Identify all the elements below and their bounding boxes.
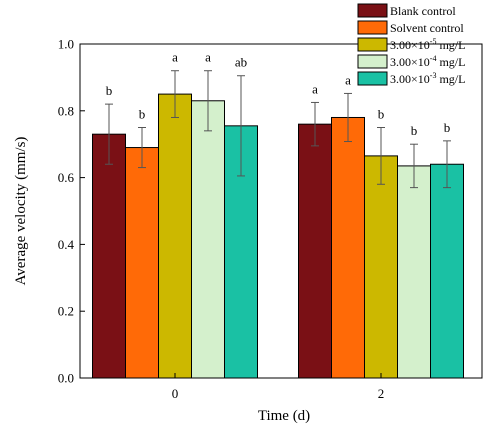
y-axis-title: Average velocity (mm/s) bbox=[13, 137, 29, 286]
legend-label-part: 3.00×10 bbox=[390, 55, 430, 69]
legend-label-part: 3.00×10 bbox=[390, 72, 430, 86]
bar bbox=[158, 93, 192, 379]
y-tick-label: 0.6 bbox=[58, 170, 75, 185]
x-tick-label: 2 bbox=[378, 386, 385, 401]
legend-label-part: -3 bbox=[430, 71, 437, 80]
legend-swatch bbox=[357, 71, 388, 86]
significance-letter: a bbox=[172, 50, 178, 65]
legend-label-part: mg/L bbox=[436, 38, 465, 52]
bar bbox=[92, 133, 126, 379]
legend-label: Solvent control bbox=[390, 21, 464, 35]
y-tick-label: 0.4 bbox=[58, 237, 75, 252]
significance-letter: b bbox=[444, 120, 451, 135]
bar bbox=[430, 163, 464, 379]
legend-label: 3.00×10-3 mg/L bbox=[390, 71, 465, 86]
y-tick-label: 0.2 bbox=[58, 304, 74, 319]
error-bars-layer bbox=[105, 70, 451, 189]
plot-frame bbox=[79, 43, 483, 379]
y-tick-label: 1.0 bbox=[58, 37, 74, 52]
legend-label-part: 3.00×10 bbox=[390, 38, 430, 52]
bars-layer bbox=[92, 93, 464, 379]
bar bbox=[364, 155, 398, 379]
legend-label-part: -5 bbox=[430, 37, 437, 46]
legend-label: 3.00×10-5 mg/L bbox=[390, 37, 465, 52]
significance-letter: b bbox=[139, 107, 146, 122]
x-tick-label: 0 bbox=[172, 386, 179, 401]
significance-letter: b bbox=[378, 107, 385, 122]
legend-swatch bbox=[357, 3, 388, 18]
significance-letter: a bbox=[312, 81, 318, 96]
significance-letter: a bbox=[345, 72, 351, 87]
legend-label-part: Blank control bbox=[390, 4, 456, 18]
legend-swatch bbox=[357, 20, 388, 35]
legend-swatch bbox=[357, 37, 388, 52]
x-axis-title: Time (d) bbox=[258, 408, 310, 424]
bar bbox=[397, 165, 431, 379]
significance-letter: b bbox=[106, 83, 113, 98]
bar bbox=[191, 100, 225, 379]
legend-label-part: -4 bbox=[430, 54, 437, 63]
y-axis-ticks: 0.0 0.2 0.4 0.6 0.8 1.0 bbox=[58, 37, 85, 386]
legend-label: Blank control bbox=[390, 4, 456, 18]
y-tick-label: 0.0 bbox=[58, 371, 74, 386]
legend-label-part: mg/L bbox=[436, 72, 465, 86]
legend-label: 3.00×10-4 mg/L bbox=[390, 54, 465, 69]
significance-letter: b bbox=[411, 123, 418, 138]
bar bbox=[331, 116, 365, 379]
legend-label-part: Solvent control bbox=[390, 21, 464, 35]
significance-letter: ab bbox=[235, 55, 247, 70]
bar bbox=[125, 147, 159, 379]
legend-label-part: mg/L bbox=[436, 55, 465, 69]
significance-letter: a bbox=[205, 50, 211, 65]
legend-swatch bbox=[357, 54, 388, 69]
y-tick-label: 0.8 bbox=[58, 103, 74, 118]
bar bbox=[298, 123, 332, 379]
